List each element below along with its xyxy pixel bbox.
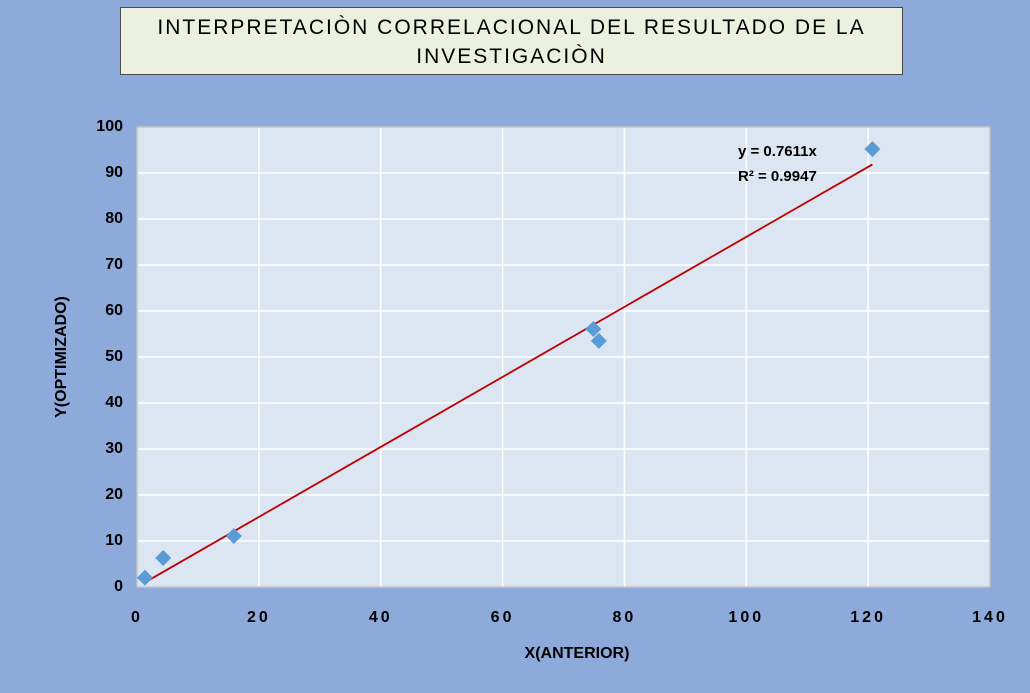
trendline — [144, 163, 873, 584]
point — [155, 550, 172, 567]
x-tick-label: 40 — [369, 609, 393, 626]
y-tick-label: 80 — [105, 210, 123, 227]
point — [225, 527, 242, 544]
x-axis-label: X(ANTERIOR) — [525, 645, 630, 662]
point — [136, 569, 153, 586]
trendline-equation: y = 0.7611x — [738, 143, 817, 160]
y-tick-label: 90 — [105, 164, 123, 181]
y-tick-label: 50 — [105, 348, 123, 365]
x-tick-label: 20 — [247, 609, 271, 626]
x-tick-label: 0 — [131, 609, 143, 626]
y-tick-label: 70 — [105, 256, 123, 273]
trendline-r2: R² = 0.9947 — [738, 168, 817, 185]
plot-border — [136, 126, 991, 588]
x-tick-label: 80 — [613, 609, 637, 626]
y-tick-label: 10 — [105, 532, 123, 549]
y-axis-label: Y(OPTIMIZADO) — [53, 296, 70, 418]
point — [585, 320, 602, 337]
x-tick-label: 120 — [850, 609, 886, 626]
y-tick-label: 40 — [105, 394, 123, 411]
y-tick-label: 20 — [105, 486, 123, 503]
y-tick-label: 100 — [96, 118, 123, 135]
x-tick-label: 60 — [491, 609, 515, 626]
y-tick-label: 60 — [105, 302, 123, 319]
x-tick-label: 140 — [972, 609, 1008, 626]
chart-title: INTERPRETACIÒN CORRELACIONAL DEL RESULTA… — [120, 7, 903, 75]
y-tick-label: 30 — [105, 440, 123, 457]
point — [864, 141, 881, 158]
point — [590, 332, 607, 349]
y-tick-label: 0 — [114, 578, 123, 595]
x-tick-label: 100 — [728, 609, 764, 626]
